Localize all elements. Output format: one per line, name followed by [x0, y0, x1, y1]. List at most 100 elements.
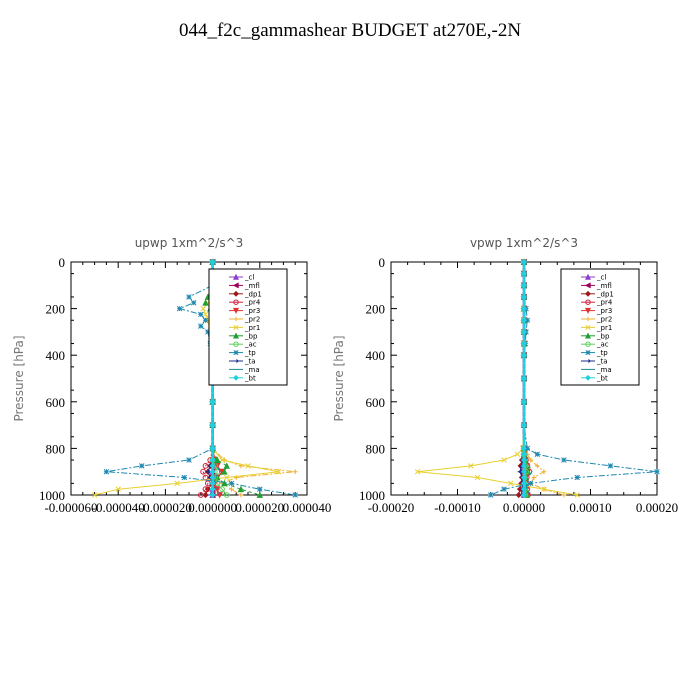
y-axis-label: Pressure [hPa] [12, 335, 26, 421]
legend-label: _mfl [596, 282, 612, 290]
data-point-bt [209, 491, 216, 499]
data-point-bt [520, 451, 528, 458]
data-point-bt [520, 445, 528, 452]
data-point-dp1 [515, 491, 522, 499]
data-point-bt [209, 462, 216, 469]
data-point-bt [520, 328, 528, 336]
data-point-bt [209, 468, 216, 475]
data-point-tp [202, 317, 209, 324]
data-point-bt [520, 462, 528, 469]
series-line-pr4 [200, 262, 214, 496]
legend-label: _ac [596, 341, 609, 349]
legend: _cl_mfl_dp1_pr4_pr3_pr2_pr1_bp_ac_tp_ta_… [560, 268, 640, 386]
x-tick-label: -0.00020 [368, 500, 415, 515]
legend-marker [585, 350, 591, 356]
series-line-pr1 [417, 262, 578, 496]
data-point-tp [186, 457, 192, 463]
data-point-pr1 [574, 492, 580, 498]
legend-marker [233, 316, 239, 322]
data-point-pr1 [514, 451, 521, 457]
data-point-dp1 [202, 491, 209, 499]
data-point-bt [209, 486, 216, 493]
chart-panel-1: upwp 1xm^2/s^3 Pressure [hPa] 0 200 400 600 80… [12, 236, 331, 515]
legend-marker [585, 290, 591, 297]
panel-title: vpwp 1xm^2/s^3 [470, 236, 578, 250]
panel-title: upwp 1xm^2/s^3 [135, 236, 244, 250]
data-point-tp [654, 468, 660, 475]
data-point-bt [520, 282, 528, 289]
legend-marker [233, 359, 239, 363]
legend-label: _cl [244, 274, 254, 282]
data-point-tp [186, 294, 192, 300]
legend-marker [584, 307, 592, 314]
y-tick-label: 0 [59, 255, 66, 270]
legend-label: _bt [596, 374, 608, 382]
data-point-bt [520, 375, 528, 382]
legend-label: _pr1 [596, 324, 612, 332]
x-tick-label: 0.000000 [188, 500, 237, 515]
legend-label: _tp [596, 349, 608, 357]
data-point-bp [223, 462, 230, 469]
data-point-bt [520, 486, 528, 493]
data-point-pr1 [200, 305, 206, 312]
data-point-pr1 [115, 486, 121, 492]
data-point-tp [198, 323, 204, 329]
legend-marker [584, 273, 592, 280]
data-point-pr2 [541, 469, 547, 475]
legend-label: _bp [244, 332, 258, 340]
legend-marker [233, 350, 239, 356]
x-tick-label: 0.00020 [636, 500, 678, 515]
data-point-bt [209, 480, 216, 487]
legend-marker [585, 316, 591, 322]
legend-marker [585, 359, 591, 363]
data-point-pr1 [245, 463, 251, 469]
legend-label: _bp [596, 332, 610, 340]
data-point-pr2 [561, 492, 567, 498]
data-point-pr4 [202, 486, 209, 493]
data-point-pr1 [501, 457, 507, 463]
data-point-bt [209, 456, 216, 464]
data-point-ac [223, 492, 230, 498]
legend-marker [585, 324, 591, 330]
data-point-bp [202, 299, 209, 306]
data-point-tp [257, 486, 263, 492]
data-point-tp [607, 463, 614, 469]
data-point-tp [534, 451, 541, 457]
data-point-bt [520, 456, 528, 464]
data-point-bt [520, 258, 528, 266]
data-point-tp [574, 474, 580, 481]
legend-label: _dp1 [596, 290, 614, 298]
legend-marker [232, 273, 240, 280]
legend-label: _pr4 [244, 299, 261, 307]
legend-label: _ma [596, 366, 612, 374]
data-point-bt [520, 421, 528, 429]
data-point-tp [205, 329, 211, 335]
legend-label: _pr4 [596, 299, 613, 307]
legend-label: _bt [244, 374, 256, 382]
legend-label: _ac [244, 341, 257, 349]
data-point-bt [520, 340, 528, 347]
figure-title: 044_f2c_gammashear BUDGET at270E,-2N [178, 20, 522, 41]
y-tick-label: 600 [366, 395, 386, 410]
data-point-pr1 [224, 474, 230, 481]
data-point-pr1 [174, 480, 180, 487]
data-point-tp [527, 480, 534, 487]
legend-marker [232, 282, 239, 289]
legend-label: _cl [596, 274, 606, 282]
data-point-bp [237, 485, 245, 493]
data-point-pr4 [197, 492, 204, 498]
legend-marker [585, 341, 591, 347]
y-tick-label: 1000 [39, 488, 65, 503]
data-point-bp [214, 456, 221, 463]
legend-label: _pr2 [596, 316, 612, 324]
x-tick-label: 0.000020 [235, 500, 284, 515]
legend-label: _pr3 [596, 307, 612, 315]
data-point-tp [561, 457, 567, 463]
data-point-tp [181, 474, 188, 481]
legend-label: _mfl [244, 282, 260, 290]
legend-marker [584, 282, 591, 289]
legend-marker [233, 374, 239, 381]
data-point-pr2 [534, 463, 540, 469]
